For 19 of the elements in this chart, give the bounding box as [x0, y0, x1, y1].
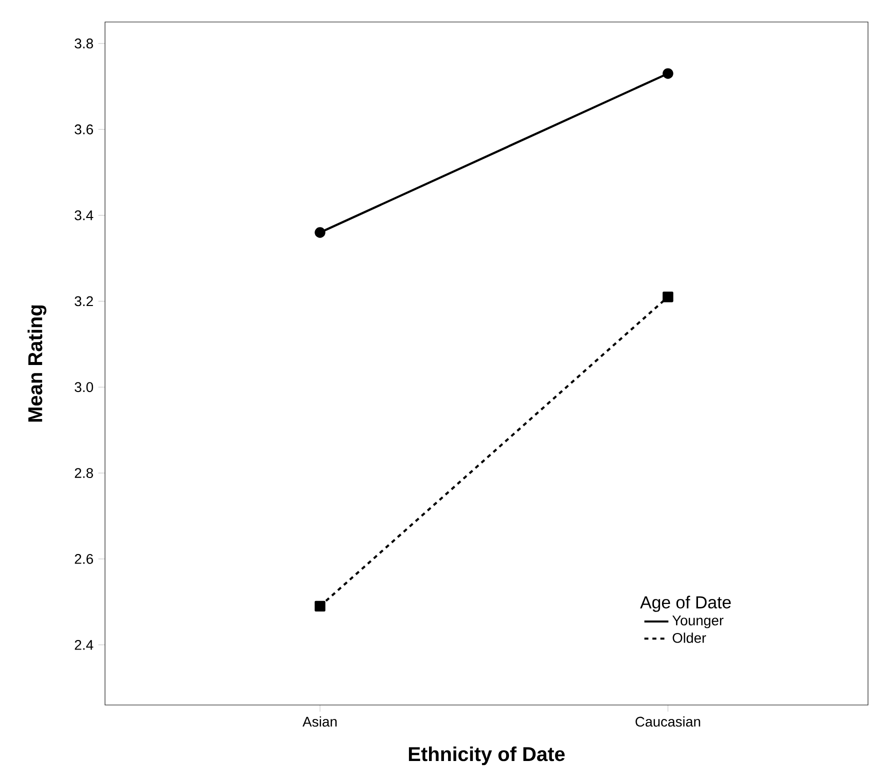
- y-axis-title: Mean Rating: [28, 306, 46, 422]
- y-tick-label: 3.0: [74, 382, 94, 392]
- y-tick-label: 2.4: [74, 640, 94, 650]
- y-tick-label: 3.2: [74, 296, 93, 306]
- x-tick-label: Asian: [302, 716, 337, 727]
- y-tick-label: 3.8: [74, 38, 94, 49]
- x-axis-title: Ethnicity of Date: [408, 746, 565, 766]
- x-tick-label: Caucasian: [636, 716, 700, 727]
- point: [662, 292, 674, 302]
- legend-label: Younger: [672, 616, 724, 628]
- point: [314, 601, 326, 612]
- y-tick-label: 3.4: [74, 210, 94, 220]
- y-tick-label: 3.6: [74, 124, 94, 135]
- point: [662, 68, 674, 80]
- point: [314, 227, 326, 238]
- legend-label: Older: [672, 632, 706, 644]
- y-tick-label: 2.6: [74, 554, 94, 564]
- legend-title: Age of Date: [640, 596, 731, 612]
- y-tick-label: 2.8: [74, 468, 94, 478]
